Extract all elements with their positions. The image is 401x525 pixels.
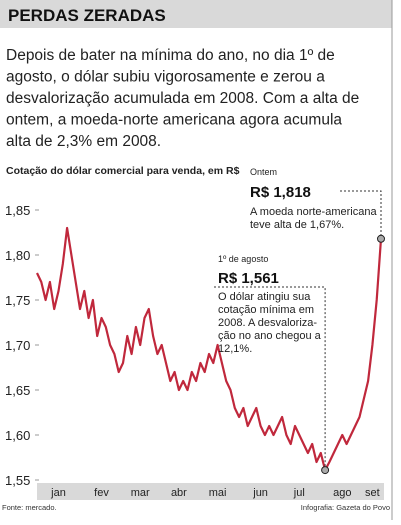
x-tick-label: fev bbox=[94, 487, 109, 499]
intro-line: ontem, a moeda-norte americana agora acu… bbox=[6, 112, 342, 129]
intro-line: desvalorização acumulada em 2008. Com a … bbox=[6, 90, 359, 107]
y-tick-label: 1,85 bbox=[5, 203, 30, 218]
x-tick-label: set bbox=[365, 487, 380, 499]
x-axis-band bbox=[37, 483, 384, 500]
annotation-text: cotação mínima em bbox=[218, 304, 314, 316]
y-tick-label: 1,75 bbox=[5, 293, 30, 308]
highlight-point bbox=[321, 466, 330, 475]
intro-line: alta de 2,3% em 2008. bbox=[6, 133, 161, 150]
y-tick-label: 1,70 bbox=[5, 338, 30, 353]
x-tick-label: mar bbox=[131, 487, 150, 499]
annotation-text: O dólar atingiu sua bbox=[218, 291, 311, 303]
annotation-heading: 1º de agosto bbox=[218, 254, 268, 264]
x-tick-label: mai bbox=[209, 487, 227, 499]
source: Fonte: mercado. bbox=[2, 503, 57, 512]
annotation-text: ção no ano chegou a bbox=[218, 330, 322, 342]
x-tick-label: jun bbox=[252, 487, 268, 499]
x-tick-label: ago bbox=[333, 487, 351, 499]
y-tick-label: 1,60 bbox=[5, 428, 30, 443]
annotation-text: teve alta de 1,67%. bbox=[250, 219, 344, 231]
annotation-heading: Ontem bbox=[250, 167, 277, 177]
title: PERDAS ZERADAS bbox=[8, 6, 166, 25]
intro-line: agosto, o dólar subiu vigorosamente e ze… bbox=[6, 69, 325, 86]
title-band bbox=[0, 0, 392, 28]
y-tick-label: 1,80 bbox=[5, 248, 30, 263]
annotation-value: R$ 1,561 bbox=[218, 270, 279, 287]
x-tick-label: jan bbox=[50, 487, 66, 499]
chart-subtitle: Cotação do dólar comercial para venda, e… bbox=[6, 165, 240, 177]
x-tick-label: abr bbox=[171, 487, 187, 499]
x-tick-label: jul bbox=[293, 487, 305, 499]
highlight-point bbox=[377, 234, 385, 243]
annotation-text: 12,1%. bbox=[218, 343, 252, 355]
price-line bbox=[36, 226, 383, 472]
annotation-text: 2008. A desvaloriza- bbox=[218, 317, 317, 329]
annotation-text: A moeda norte-americana bbox=[250, 206, 377, 218]
y-tick-label: 1,65 bbox=[5, 383, 30, 398]
annotation-value: R$ 1,818 bbox=[250, 184, 311, 201]
credit: Infografia: Gazeta do Povo bbox=[301, 503, 390, 512]
intro-line: Depois de bater na mínima do ano, no dia… bbox=[6, 47, 335, 64]
y-tick-label: 1,55 bbox=[5, 473, 30, 488]
leader-line bbox=[340, 190, 382, 239]
